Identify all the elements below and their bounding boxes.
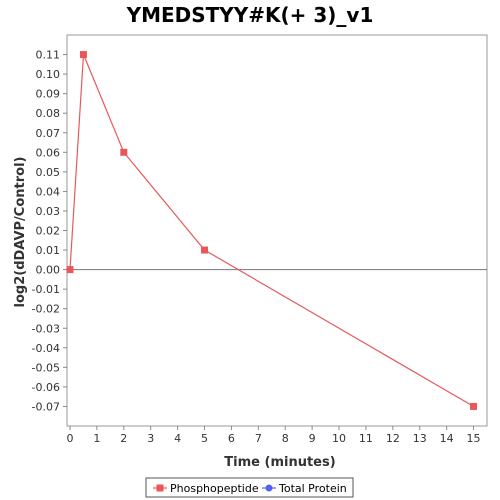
data-point: [201, 246, 209, 254]
plot-area: [66, 34, 488, 427]
y-tick-label: 0.01: [36, 244, 61, 257]
y-tick-label: 0.04: [36, 185, 61, 198]
y-tick-label: -0.02: [32, 303, 60, 316]
x-axis-label: Time (minutes): [224, 455, 335, 470]
data-point: [66, 266, 74, 274]
y-tick-label: 0.06: [36, 146, 61, 159]
x-tick-label: 4: [174, 432, 181, 445]
x-tick-label: 8: [282, 432, 289, 445]
y-tick-label: -0.05: [32, 361, 60, 374]
legend-label: Phosphopeptide: [170, 482, 259, 495]
legend-label: Total Protein: [278, 482, 347, 495]
legend-box: [145, 477, 354, 498]
series-layer: [66, 51, 478, 410]
x-tick-label: 15: [467, 432, 481, 445]
data-point: [120, 148, 128, 156]
x-tick-label: 11: [359, 432, 373, 445]
chart-title: YMEDSTYY#K(+ 3)_v1: [126, 3, 374, 27]
y-tick-label: -0.04: [32, 342, 60, 355]
y-tick-label: 0.11: [36, 49, 61, 62]
y-tick-label: 0.03: [36, 205, 61, 218]
y-tick-label: 0.10: [36, 68, 61, 81]
y-tick-label: -0.03: [32, 322, 60, 335]
y-tick-label: -0.01: [32, 283, 60, 296]
x-tick-label: 2: [120, 432, 127, 445]
y-tick-label: -0.07: [32, 400, 60, 413]
x-tick-label: 7: [255, 432, 262, 445]
x-tick-label: 13: [413, 432, 427, 445]
x-tick-label: 3: [147, 432, 154, 445]
x-tick-label: 0: [67, 432, 74, 445]
y-tick-label: 0.02: [36, 225, 61, 238]
y-tick-label: 0.07: [36, 127, 61, 140]
y-tick-label: 0.08: [36, 107, 61, 120]
legend-circle-marker: [265, 484, 273, 492]
y-axis-label: log2(dDAVP/Control): [13, 157, 28, 308]
legend: Phosphopeptide Total Protein: [145, 477, 354, 498]
x-tick-label: 10: [332, 432, 346, 445]
data-point: [79, 51, 87, 59]
x-tick-label: 6: [228, 432, 235, 445]
x-tick-label: 12: [386, 432, 400, 445]
x-tick-label: 1: [93, 432, 100, 445]
y-tick-label: 0.00: [36, 264, 61, 277]
y-tick-label: 0.09: [36, 88, 61, 101]
data-point: [470, 402, 478, 410]
y-tick-label: -0.06: [32, 381, 60, 394]
x-tick-label: 14: [440, 432, 454, 445]
y-tick-label: 0.05: [36, 166, 61, 179]
x-axis: 0 1 2 3 4 5 6 7 8 9 10 11 12 13 14 15: [67, 426, 481, 445]
x-tick-label: 9: [309, 432, 316, 445]
x-tick-label: 5: [201, 432, 208, 445]
legend-square-marker: [156, 484, 164, 492]
y-axis: 0.11 0.10 0.09 0.08 0.07 0.06 0.05 0.04 0.03 0.02…: [32, 49, 67, 413]
